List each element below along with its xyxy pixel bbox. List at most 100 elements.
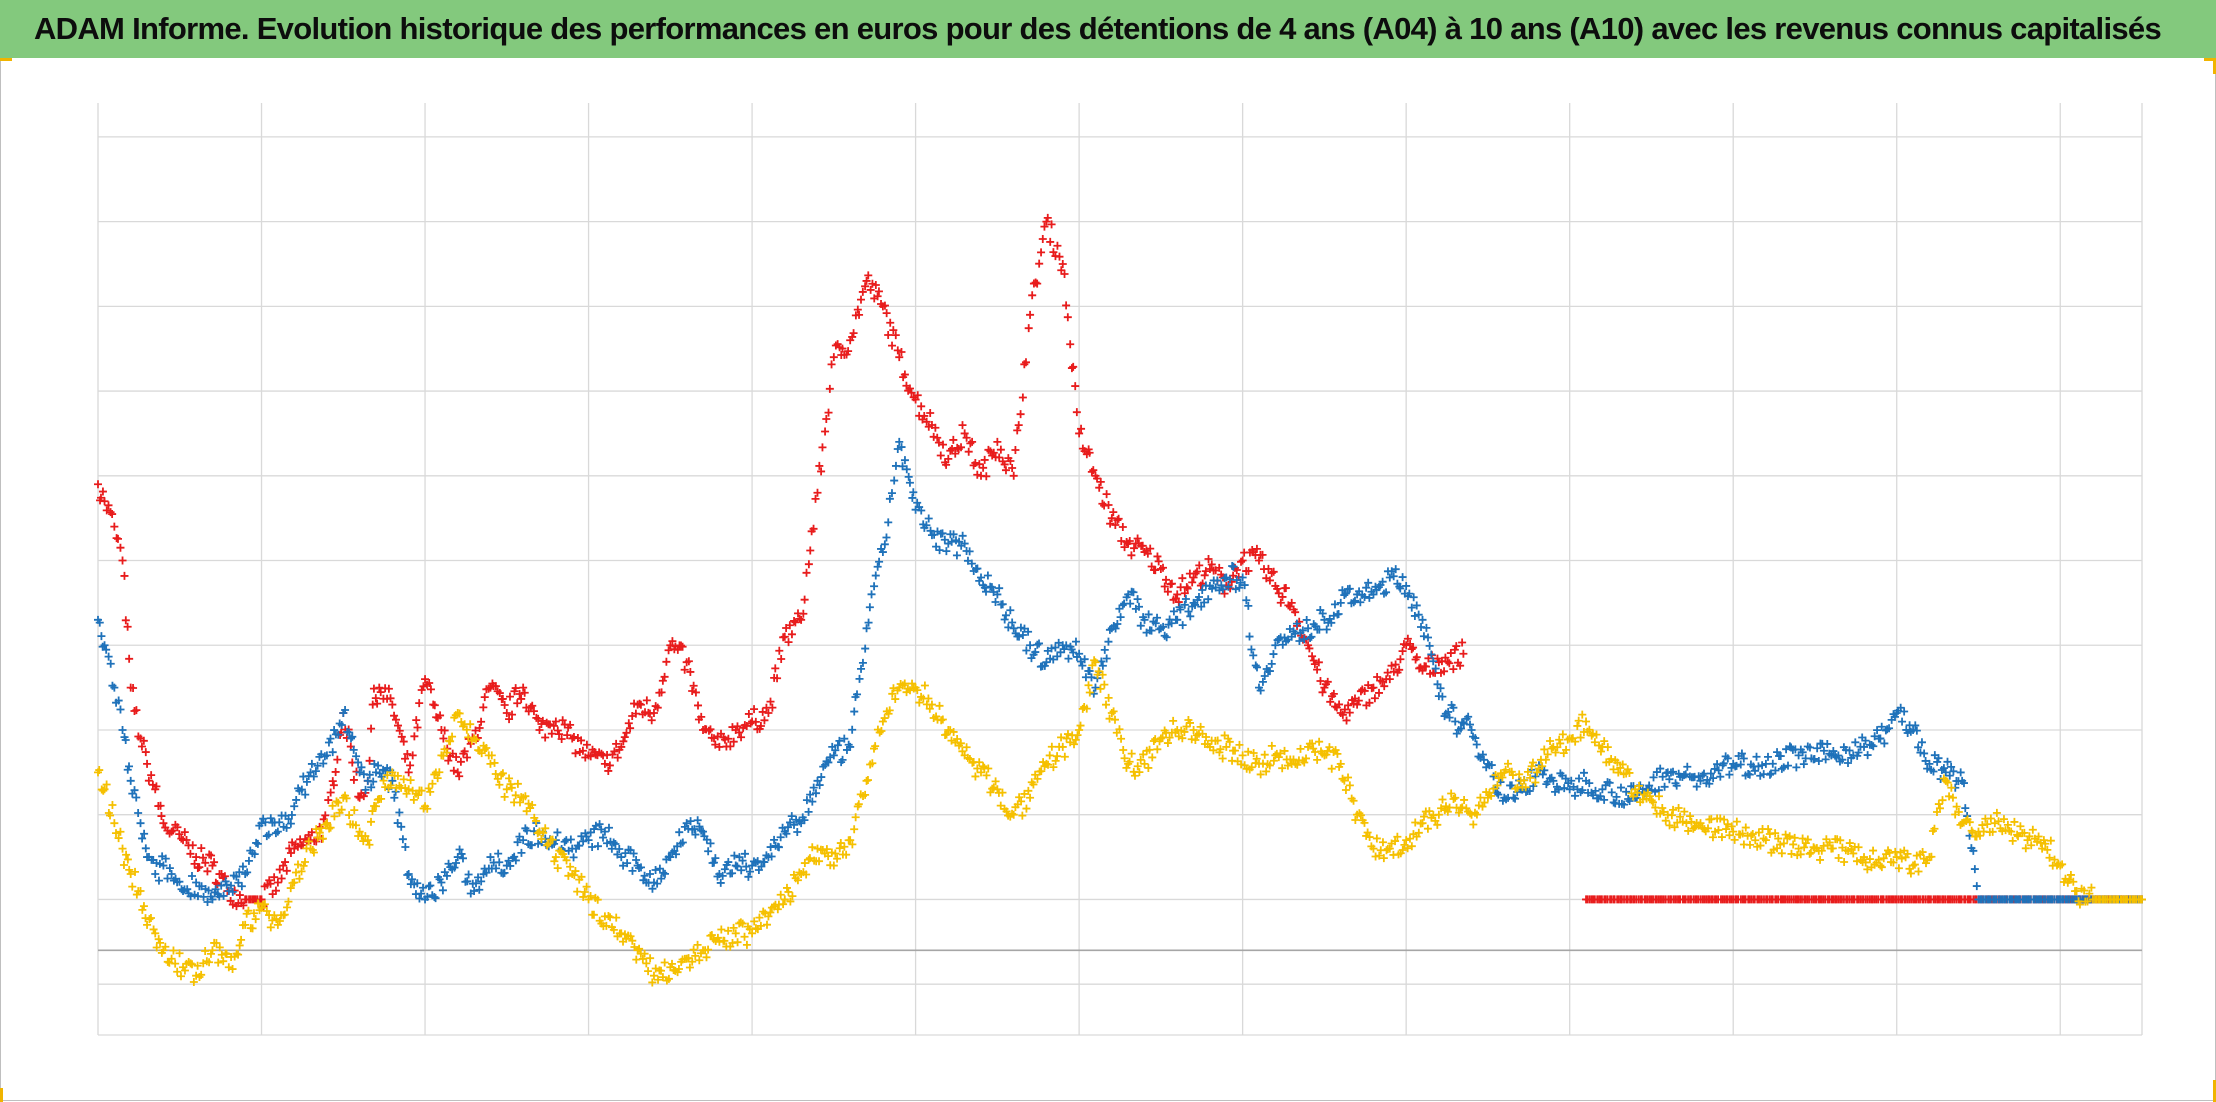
data-point-sample bbox=[870, 582, 879, 591]
data-point bbox=[829, 353, 838, 362]
data-point-sample bbox=[975, 758, 984, 767]
data-point-sample bbox=[900, 456, 909, 465]
data-point bbox=[584, 836, 593, 845]
data-point-sample bbox=[1076, 721, 1085, 730]
data-point-sample bbox=[1844, 759, 1852, 768]
data-point-sample bbox=[123, 855, 132, 864]
data-point-sample bbox=[417, 786, 426, 795]
data-point bbox=[306, 768, 315, 777]
data-point bbox=[1761, 759, 1770, 768]
data-point-sample bbox=[1774, 834, 1783, 843]
data-point-sample bbox=[1379, 854, 1388, 863]
data-point-sample bbox=[199, 853, 208, 862]
data-point-sample bbox=[1016, 410, 1025, 419]
data-point-sample bbox=[1309, 656, 1318, 665]
data-point-sample bbox=[349, 775, 358, 784]
data-point-sample bbox=[709, 734, 718, 743]
data-point-sample bbox=[882, 309, 891, 318]
data-point-sample bbox=[1267, 741, 1276, 750]
data-point-sample bbox=[1133, 534, 1142, 543]
data-point-sample bbox=[1104, 501, 1113, 510]
data-point-sample bbox=[232, 949, 241, 958]
data-point-sample bbox=[636, 700, 645, 709]
data-point-sample bbox=[1269, 650, 1278, 659]
data-point-sample bbox=[920, 681, 929, 690]
data-point-sample bbox=[1684, 826, 1693, 835]
data-point-sample bbox=[808, 843, 817, 852]
data-point-sample bbox=[788, 892, 797, 901]
data-point-sample bbox=[593, 895, 602, 904]
data-point-sample bbox=[334, 798, 343, 807]
data-point-sample bbox=[1407, 645, 1416, 654]
data-point-sample bbox=[1592, 730, 1601, 739]
data-point-sample bbox=[907, 388, 916, 397]
data-point-sample bbox=[527, 841, 536, 850]
data-point-sample bbox=[935, 546, 944, 555]
data-point-sample bbox=[653, 879, 662, 888]
data-point-sample bbox=[1625, 796, 1634, 805]
data-point bbox=[167, 827, 176, 836]
data-point-sample bbox=[1018, 393, 1027, 402]
data-point-sample bbox=[1162, 575, 1171, 584]
data-point-sample bbox=[571, 749, 580, 758]
data-point-sample bbox=[1403, 844, 1412, 853]
data-point-sample bbox=[309, 772, 318, 781]
data-point-sample bbox=[197, 844, 206, 853]
data-point-sample bbox=[318, 834, 327, 843]
data-point-sample bbox=[784, 638, 793, 647]
data-point-sample bbox=[1183, 584, 1192, 593]
data-point-sample bbox=[1478, 750, 1487, 759]
data-point-sample bbox=[802, 796, 811, 805]
data-point-sample bbox=[492, 864, 501, 873]
data-point-sample bbox=[410, 732, 419, 741]
data-point-sample bbox=[689, 945, 698, 954]
data-point-sample bbox=[1253, 663, 1262, 672]
data-point-sample bbox=[1316, 676, 1325, 685]
data-point-sample bbox=[350, 806, 359, 815]
data-point-sample bbox=[1230, 746, 1239, 755]
data-point-sample bbox=[1727, 822, 1736, 831]
data-point-sample bbox=[884, 331, 893, 340]
data-point-sample bbox=[958, 531, 967, 540]
data-point-sample bbox=[1771, 766, 1780, 775]
data-point-sample bbox=[707, 931, 716, 940]
data-point-sample bbox=[795, 614, 804, 623]
data-point-sample bbox=[924, 514, 933, 523]
data-point bbox=[421, 675, 430, 684]
data-point-sample bbox=[189, 977, 198, 986]
data-point-sample bbox=[430, 893, 439, 902]
data-point-sample bbox=[897, 348, 906, 357]
data-point-sample bbox=[1370, 694, 1379, 703]
data-point-sample bbox=[965, 547, 974, 556]
data-point-sample bbox=[328, 777, 337, 786]
data-point-sample bbox=[394, 721, 403, 730]
data-point-sample bbox=[193, 961, 202, 970]
data-point-sample bbox=[1427, 650, 1436, 659]
data-point-sample bbox=[1438, 692, 1447, 701]
data-point-sample bbox=[1197, 602, 1206, 611]
data-point bbox=[666, 853, 675, 862]
data-point-sample bbox=[1225, 737, 1234, 746]
data-point-sample bbox=[511, 684, 520, 693]
data-point bbox=[1238, 751, 1247, 760]
data-point-sample bbox=[1096, 684, 1105, 693]
data-point-sample bbox=[958, 421, 967, 430]
data-point-sample bbox=[657, 966, 666, 975]
data-point-sample bbox=[169, 946, 178, 955]
data-point-sample bbox=[1345, 708, 1354, 717]
data-point-sample bbox=[455, 772, 464, 781]
data-point bbox=[100, 785, 109, 794]
data-point-sample bbox=[417, 685, 426, 694]
data-point bbox=[167, 954, 176, 963]
data-point bbox=[1140, 759, 1149, 768]
data-point-sample bbox=[1829, 747, 1838, 756]
data-point bbox=[1876, 861, 1885, 870]
data-point-sample bbox=[1148, 753, 1157, 762]
data-point-sample bbox=[244, 906, 253, 915]
data-point-sample bbox=[1242, 596, 1251, 605]
data-point-sample bbox=[2050, 855, 2059, 864]
data-point-sample bbox=[893, 346, 902, 355]
data-point-sample bbox=[1613, 758, 1622, 767]
data-point bbox=[1091, 683, 1100, 692]
data-point-sample bbox=[1407, 842, 1416, 851]
